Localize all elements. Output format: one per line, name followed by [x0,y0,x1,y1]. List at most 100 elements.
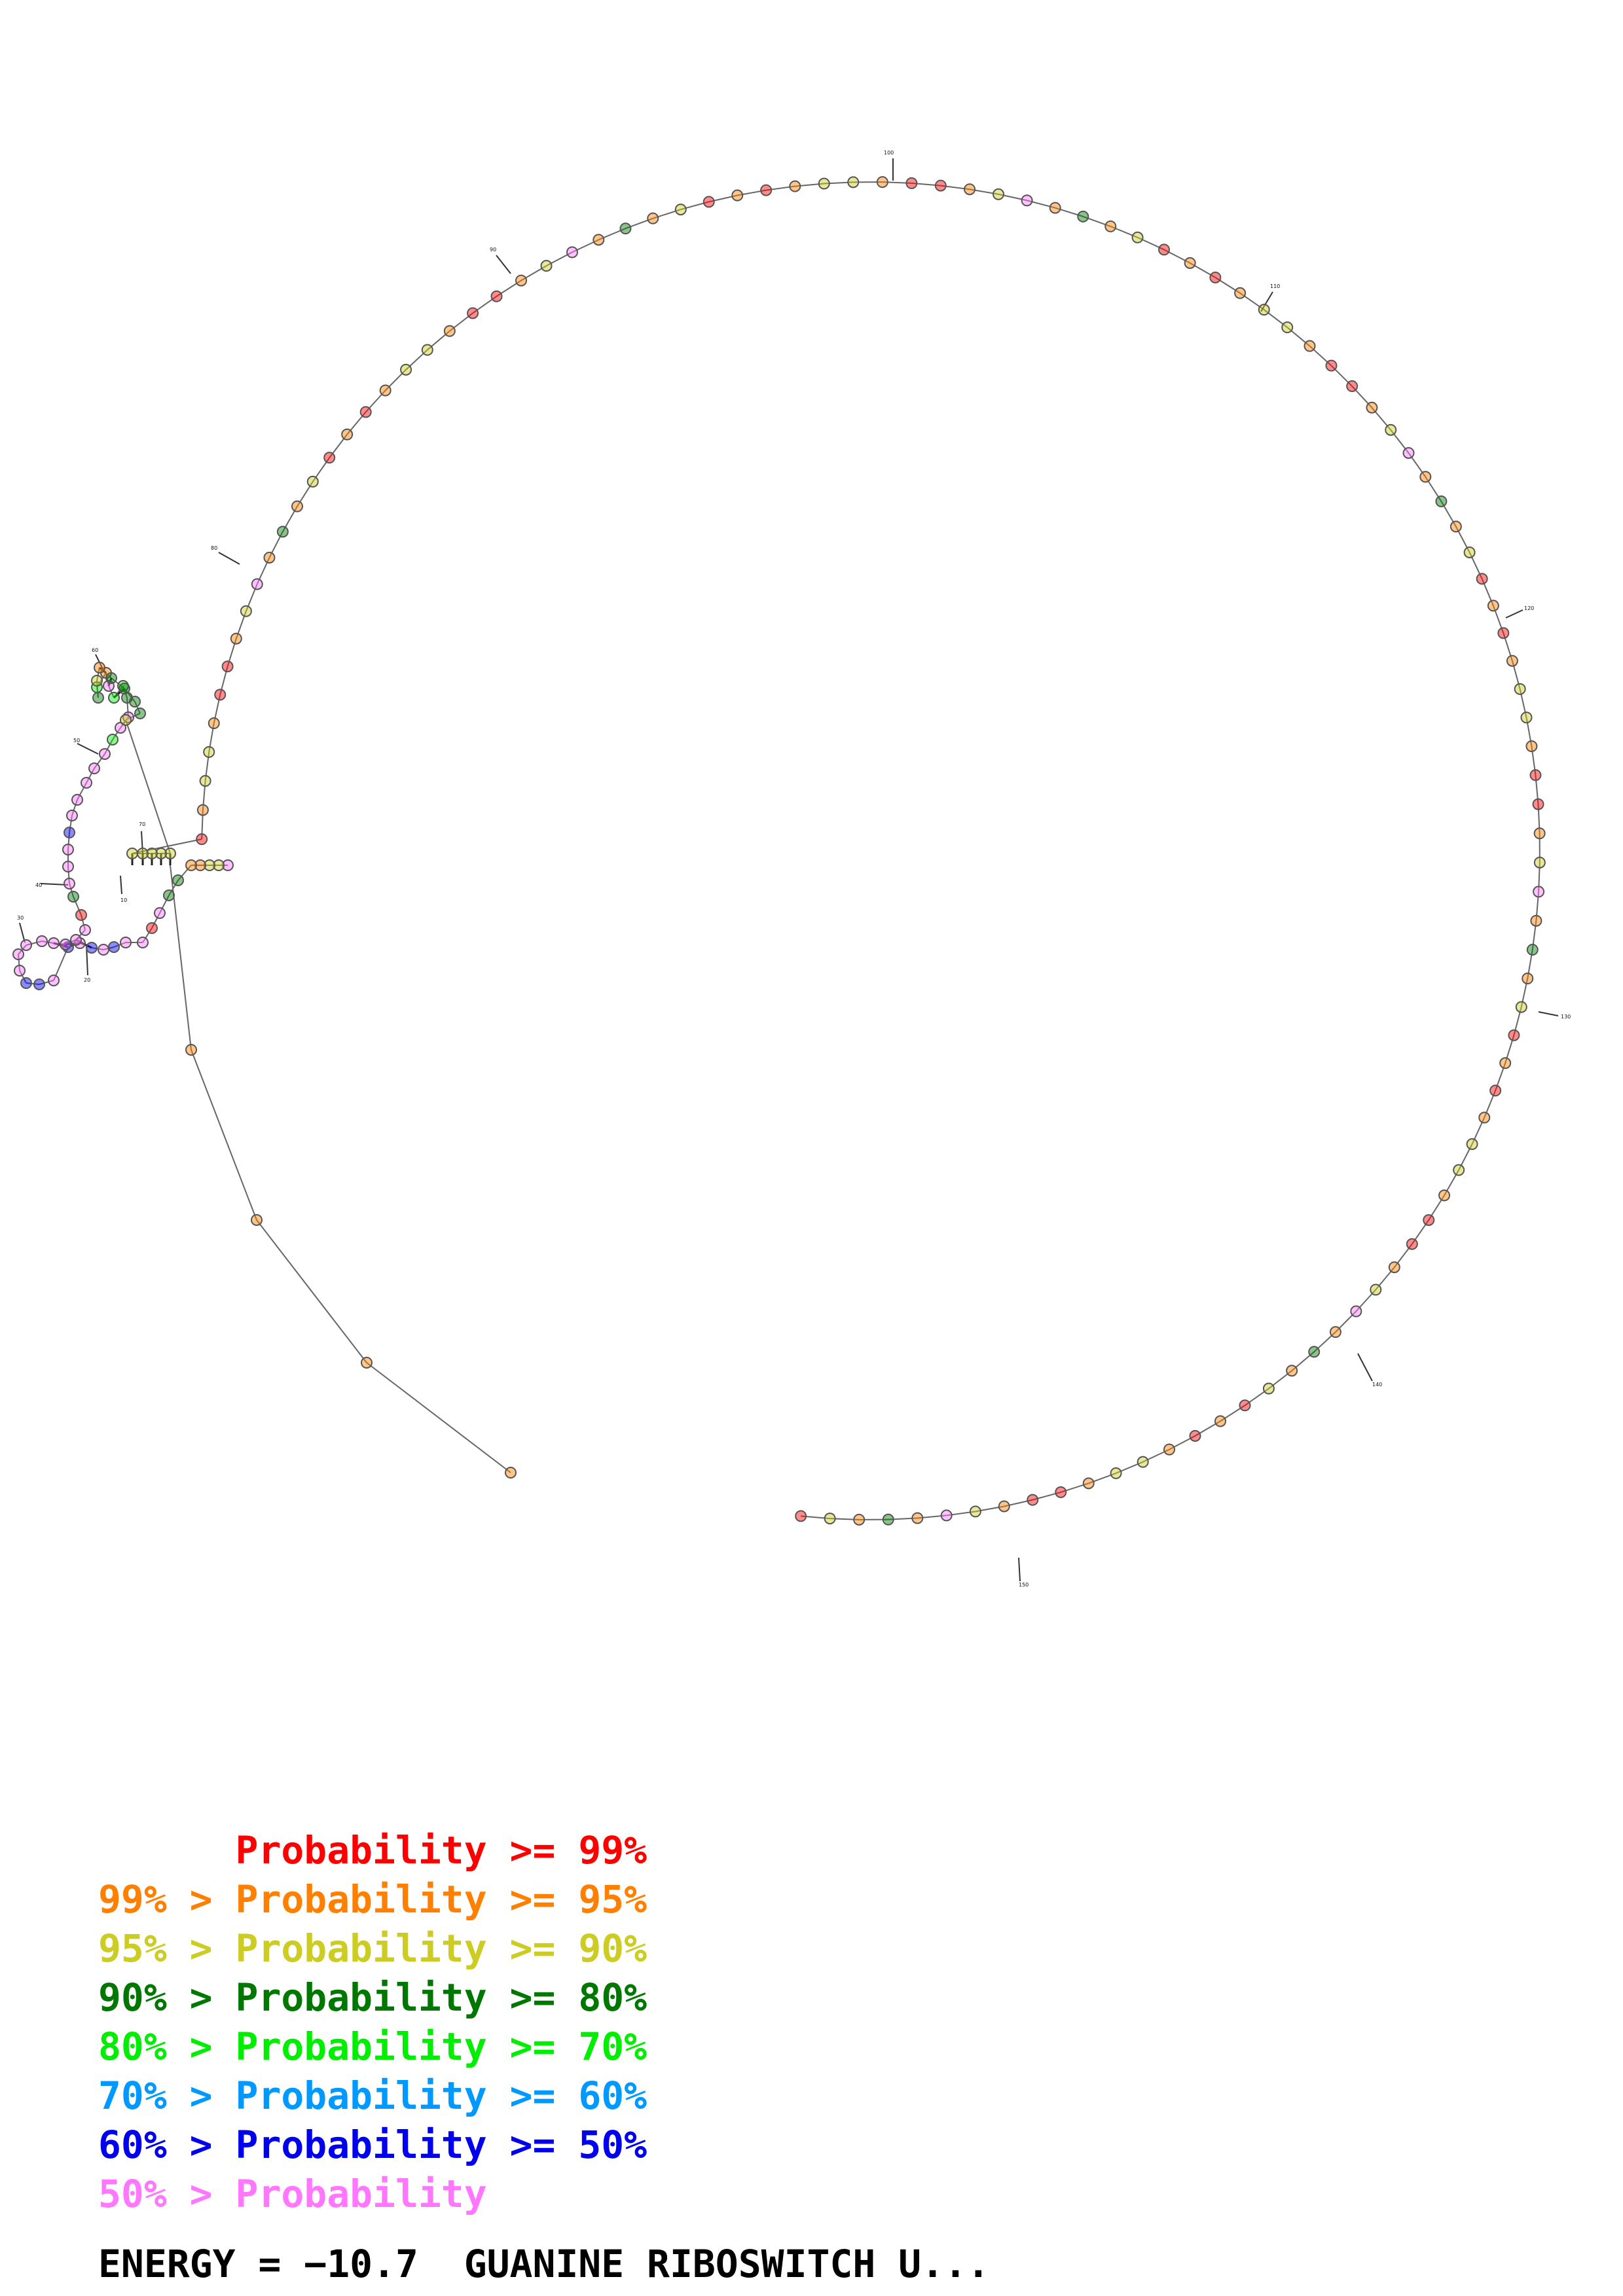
nucleotide-circle [134,708,146,719]
nucleotide-circle [566,246,578,259]
backbone-segment [112,727,121,740]
nucleotide-circle [276,526,289,538]
nucleotide-circle [66,810,78,821]
number-tick [1505,609,1523,619]
backbone-segment [19,970,27,984]
nucleotide-circle [731,189,744,202]
nucleotide-circle [1506,655,1518,667]
backbone-segment [67,866,70,884]
nucleotide-circle [674,204,687,216]
nucleotide-circle [230,632,242,645]
nucleotide-circle [120,714,132,726]
backbone-segment [142,927,153,943]
nucleotide-circle [1184,257,1196,269]
nucleotide-circle [67,891,79,903]
nucleotide-circle [400,363,412,376]
number-tick [496,255,511,274]
legend-lower-bound [98,1828,167,1873]
nucleotide-circle [1281,321,1294,334]
nucleotide-circle [199,775,211,787]
nucleotide-circle [964,183,976,196]
nucleotide-circle [1158,243,1171,256]
nucleotide-circle [1304,340,1316,352]
number-tick [1260,291,1273,312]
nucleotide-circle [146,848,158,859]
nucleotide-circle [905,177,918,189]
nucleotide-circle [795,1510,807,1522]
nucleotide-circle [1258,304,1270,316]
nucleotide-circle [1499,1057,1512,1069]
nucleotide-circle [1286,1365,1298,1377]
nucleotide-circle [163,889,175,901]
nucleotide-circle [876,176,888,188]
rna-structure-diagram: 10 20 30 40 50 60 70 80 90 100 110 120 1… [12,150,1571,1588]
nucleotide-circle [62,844,74,855]
nucleotide-circle [1346,380,1359,393]
nucleotide-circle [1189,1429,1201,1442]
nucleotide-circle [1533,827,1546,840]
nucleotide-circle [1478,1111,1491,1124]
nucleotide-circle [88,762,100,774]
nucleotide-circle [824,1513,836,1525]
nucleotide-circle [1021,194,1033,207]
nucleotide-circle [882,1513,894,1526]
backbone-segment [159,895,170,914]
nucleotide-circle [1497,627,1510,639]
number-label-70: 70 [139,821,145,827]
backbone-segment [191,1049,257,1221]
number-tick [1018,1557,1021,1582]
nucleotide-circle [126,848,138,859]
nucleotide-circle [251,578,263,590]
nucleotide-circle [1325,359,1338,372]
legend-row: 99% > Probability >= 95% [98,1875,647,1924]
nucleotide-circle [108,692,120,704]
number-tick [1357,1353,1373,1382]
legend-lower-bound: 95% [98,1926,167,1971]
nucleotide-circle [194,859,206,871]
nucleotide-circle [1463,546,1476,558]
number-tick [141,831,143,854]
nucleotide-circle [1508,1029,1520,1041]
nucleotide-circle [107,734,119,745]
legend-row: 95% > Probability >= 90% [98,1924,647,1973]
nucleotide-circle [98,944,109,956]
nucleotide-circle [62,861,74,872]
number-label-40: 40 [35,882,42,888]
energy-title: ENERGY = −10.7 GUANINE RIBOSWITCH U... [98,2242,990,2286]
backbone-segment [73,896,82,916]
legend-label: Probability >= 99% [235,1828,647,1873]
nucleotide-circle [993,188,1005,200]
backbone-segment [126,697,129,718]
legend-operator: > [166,2073,236,2118]
nucleotide-circle [341,428,354,440]
number-label-120: 120 [1524,605,1534,611]
base-pair-bond [107,677,113,687]
nucleotide-circle [1423,1214,1435,1227]
number-tick [120,875,122,895]
nucleotide-circle [760,184,773,196]
nucleotide-circle [137,848,149,859]
nucleotide-circle [263,551,276,564]
legend-label: Probability >= 60% [235,2073,647,2118]
nucleotide-circle [1530,914,1542,927]
nucleotide-circle [81,777,92,789]
nucleotide-circle [164,848,176,859]
nucleotide-circle [1262,1382,1275,1395]
nucleotide-circle [291,500,303,512]
number-label-50: 50 [73,738,80,744]
nucleotide-circle [70,934,82,946]
nucleotide-circle [702,196,715,208]
backbone-segment [18,944,27,955]
nucleotide-circle [155,848,167,859]
legend-lower-bound: 90% [98,1975,167,2020]
backbone-segment [67,832,70,850]
nucleotide-circle [619,223,632,235]
nucleotide-circle [146,922,158,934]
nucleotide-circle [1214,1415,1226,1427]
nucleotide-circle [505,1467,517,1479]
backbone-segment [256,1219,367,1363]
nucleotide-circle [1104,220,1117,232]
nucleotide-circle [105,672,117,684]
backbone-segment [39,980,54,985]
legend-label: Probability >= 95% [235,1877,647,1922]
